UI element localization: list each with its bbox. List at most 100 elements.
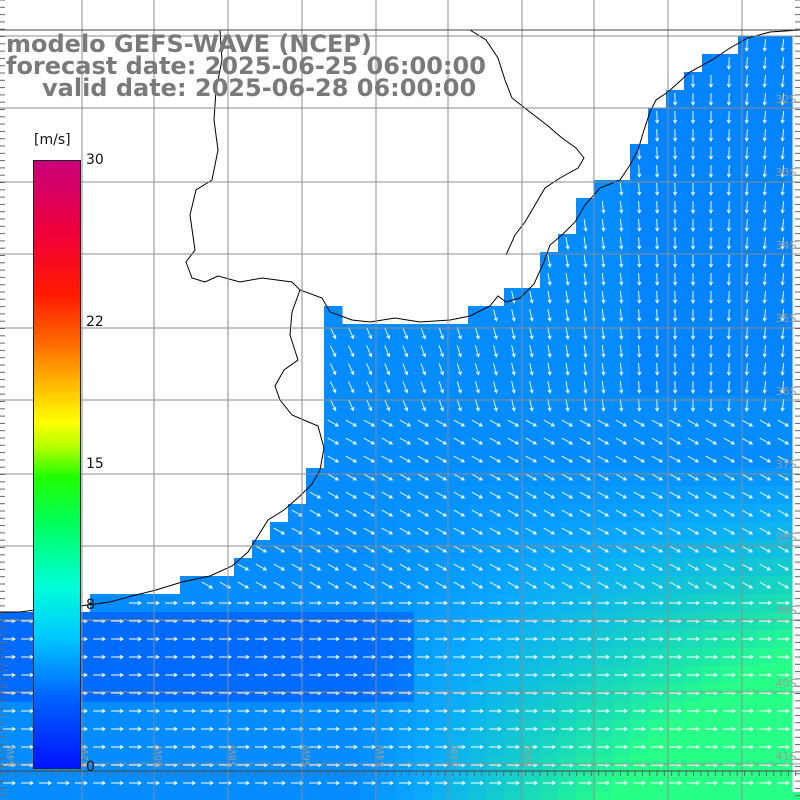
longitude-label: 58W — [228, 745, 239, 768]
wind-arrow — [705, 419, 718, 427]
wind-arrow — [708, 110, 714, 124]
wind-arrow — [690, 182, 696, 196]
wind-arrow — [759, 744, 772, 750]
wind-arrow — [291, 780, 304, 786]
wind-arrow — [489, 419, 502, 427]
wind-arrow — [669, 437, 682, 445]
wind-cell — [612, 792, 631, 800]
wind-arrow — [759, 581, 772, 589]
wind-arrow — [111, 726, 124, 732]
wind-arrow — [762, 146, 767, 160]
wind-arrow — [507, 672, 520, 678]
wind-arrow — [651, 473, 664, 481]
wind-arrow — [453, 545, 466, 553]
wind-arrow — [345, 563, 358, 571]
wind-cell — [180, 576, 199, 595]
wind-arrow — [708, 146, 714, 160]
wind-arrow — [651, 726, 664, 732]
wind-arrow — [453, 581, 466, 589]
wind-arrow — [453, 473, 466, 481]
wind-arrow — [525, 600, 538, 606]
wind-arrow — [619, 218, 624, 232]
wind-arrow — [708, 398, 714, 412]
wind-arrow — [615, 744, 628, 750]
wind-arrow — [363, 545, 376, 553]
wind-arrow — [708, 254, 714, 268]
wind-arrow — [637, 344, 642, 358]
wind-arrow — [507, 708, 520, 714]
wind-arrow — [327, 780, 340, 786]
wind-arrow — [525, 744, 538, 750]
wind-arrow — [345, 744, 358, 750]
wind-arrow — [780, 128, 785, 142]
latitude-label: 38S — [776, 531, 797, 544]
wind-arrow — [471, 419, 484, 427]
latitude-label: 41S — [776, 750, 797, 763]
wind-arrow — [327, 636, 340, 642]
wind-arrow — [529, 309, 534, 322]
wind-arrow — [309, 563, 322, 571]
wind-arrow — [723, 509, 736, 517]
wind-arrow — [633, 780, 646, 786]
wind-arrow — [726, 128, 731, 142]
wind-arrow — [309, 600, 322, 606]
wind-arrow — [219, 780, 232, 786]
wind-arrow — [474, 327, 480, 340]
wind-arrow — [669, 780, 682, 786]
wind-arrow — [561, 600, 574, 606]
wind-arrow — [601, 272, 606, 286]
wind-arrow — [565, 327, 570, 340]
wind-arrow — [780, 110, 785, 124]
wind-arrow — [759, 491, 772, 499]
wind-arrow — [547, 291, 552, 304]
wind-arrow — [438, 345, 444, 358]
wind-arrow — [561, 708, 574, 714]
wind-arrow — [183, 726, 196, 732]
wind-arrow — [637, 200, 642, 214]
wind-arrow — [384, 327, 391, 340]
wind-arrow — [619, 200, 624, 214]
wind-arrow — [673, 344, 678, 358]
wind-arrow — [583, 398, 588, 412]
wind-arrow — [690, 398, 696, 412]
wind-arrow — [579, 419, 592, 427]
wind-arrow — [579, 455, 592, 463]
wind-arrow — [165, 654, 178, 660]
wind-arrow — [597, 473, 610, 481]
wind-arrow — [399, 581, 412, 589]
wind-arrow — [381, 455, 394, 463]
wind-arrow — [673, 326, 678, 340]
wind-arrow — [309, 527, 322, 535]
wind-cell — [108, 594, 127, 613]
wind-arrow — [489, 473, 502, 481]
wind-arrow — [759, 419, 772, 427]
wind-cell — [234, 792, 253, 800]
wind-arrow — [327, 672, 340, 678]
wind-cell — [288, 792, 307, 800]
wind-arrow — [615, 581, 628, 589]
wind-arrow — [489, 636, 502, 642]
wind-arrow — [601, 362, 606, 376]
wind-arrow — [543, 726, 556, 732]
wind-arrow — [655, 308, 660, 322]
wind-arrow — [489, 545, 502, 553]
wind-arrow — [565, 345, 570, 358]
colorbar-tick-label: 22 — [86, 313, 104, 330]
wind-cell — [468, 306, 487, 325]
wind-arrow — [3, 708, 16, 714]
wind-arrow — [759, 672, 772, 678]
wind-arrow — [489, 563, 502, 571]
wind-arrow — [237, 654, 250, 660]
wind-arrow — [565, 381, 570, 394]
wind-arrow — [561, 780, 574, 786]
wind-arrow — [723, 491, 736, 499]
wind-arrow — [723, 581, 736, 589]
wind-arrow — [345, 437, 358, 445]
wind-arrow — [597, 780, 610, 786]
wind-arrow — [561, 419, 574, 427]
wind-arrow — [744, 92, 749, 106]
wind-arrow — [705, 581, 718, 589]
wind-arrow — [655, 164, 660, 178]
wind-arrow — [762, 128, 767, 142]
